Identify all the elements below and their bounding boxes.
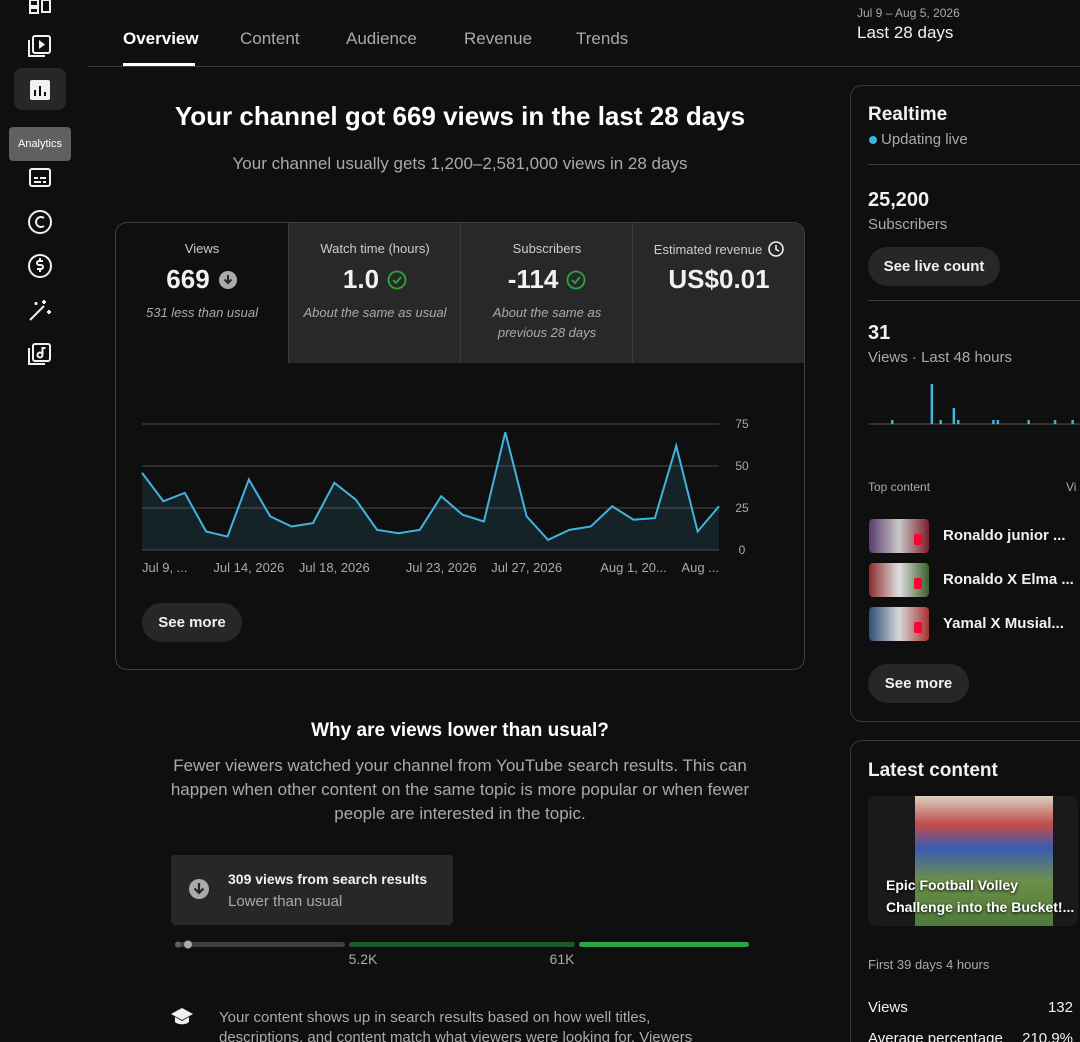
top-content-title[interactable]: Ronaldo junior ... [943,527,1066,544]
metric-label: Watch time (hours) [320,241,430,256]
insight-title: Why are views lower than usual? [311,720,609,741]
latest-period: First 39 days 4 hours [868,957,990,972]
metric-value: -114 [507,264,559,294]
see-more-button[interactable]: See more [142,603,242,642]
top-content-title[interactable]: Yamal X Musial... [943,615,1064,632]
metric-label-row: Watch time (hours) [289,241,461,256]
metric-tab[interactable]: Views 669 531 less than usual [116,223,288,363]
divider [868,164,1080,165]
top-content-title[interactable]: Ronaldo X Elma ... [943,571,1074,588]
sidebar-icons [14,0,66,365]
divider [868,300,1080,301]
metric-label: Estimated revenue [653,241,763,257]
tip-text: Your content shows up in search results … [219,1009,693,1042]
tip-icon [171,1008,193,1025]
stat-value: 132 [1047,999,1073,1016]
tab[interactable]: Audience [346,29,417,48]
short-badge [914,534,922,545]
latest-thumbnail[interactable] [868,796,1078,926]
realtime-card [850,85,1080,722]
header-divider [88,66,1080,67]
date-label[interactable]: Last 28 days [857,23,954,42]
metric-value-row: US$0.01 [633,264,804,295]
short-badge [914,578,922,589]
top-content-header: Top content [868,480,931,494]
metric-value-row: -114 [461,264,633,295]
metric-value-row: 669 [116,264,288,295]
clock-icon [768,241,785,257]
latest-card [850,740,1080,1042]
overview-card: Views 669 531 less than usual Watch time (h… [115,222,805,670]
subscriber-label: Subscribers [868,216,948,233]
metric-label-row: Subscribers [461,241,633,256]
short-badge [914,622,922,633]
headline: Your channel got 669 views in the last 2… [174,101,746,131]
tab[interactable]: Revenue [464,29,533,48]
search-card [171,855,453,925]
tab[interactable]: Overview [123,29,199,48]
metric-note: About the same as previous 28 days [492,305,602,340]
tab[interactable]: Trends [576,29,629,48]
date-range: Jul 9 – Aug 5, 2026 [857,6,960,20]
metric-value: 669 [166,264,210,294]
stat-value: 210.9% [1022,1030,1073,1042]
realtime-title: Realtime [868,104,948,125]
tooltip: Analytics [9,127,71,161]
subheadline: Your channel usually gets 1,200–2,581,00… [232,154,688,173]
metric-label-row: Views [116,241,288,256]
tab[interactable]: Content [240,29,300,48]
thumbnail-image [915,796,1053,926]
search-scale [175,940,749,949]
metric-value-row: 1.0 [289,264,461,295]
metric-label: Views [184,241,220,256]
stat-label: Views [868,999,908,1016]
subscriber-count: 25,200 [868,189,930,211]
metric-tab[interactable]: Estimated revenue US$0.01 [632,223,804,363]
metric-value: 1.0 [342,264,380,294]
live-dot [869,136,877,144]
metric-note: About the same as usual [303,305,447,320]
metric-trend-icon [566,270,586,290]
metric-label: Subscribers [512,241,582,256]
stat-label: Average percentage [868,1030,1003,1042]
metric-tab[interactable]: Watch time (hours) 1.0 About the same as u… [288,223,461,363]
search-card-subtitle: Lower than usual [228,893,343,910]
live-count-button[interactable]: See live count [868,247,1000,286]
top-content-column: Vi [1066,480,1077,494]
metric-trend-icon [218,270,238,290]
realtime-see-more-button[interactable]: See more [868,664,969,703]
latest-video-title: Epic Football Volley Challenge into the … [886,877,1075,915]
metric-tab[interactable]: Subscribers -114 About the same as previou… [460,223,633,363]
realtime-views: 31 [868,322,891,344]
tab-underline [123,63,195,66]
scale-label: 5.2K [348,951,378,967]
metric-trend-icon [387,270,407,290]
latest-title: Latest content [868,760,998,781]
scale-label: 61K [549,951,575,967]
metric-value: US$0.01 [668,264,770,294]
insight-body: Fewer viewers watched your channel from … [170,756,750,823]
realtime-views-label: Views · Last 48 hours [868,349,1012,366]
metric-label-row: Estimated revenue [633,241,804,257]
down-icon [189,879,209,899]
search-card-title: 309 views from search results [228,871,428,887]
realtime-status: Updating live [881,131,968,148]
metric-note: 531 less than usual [145,305,259,320]
